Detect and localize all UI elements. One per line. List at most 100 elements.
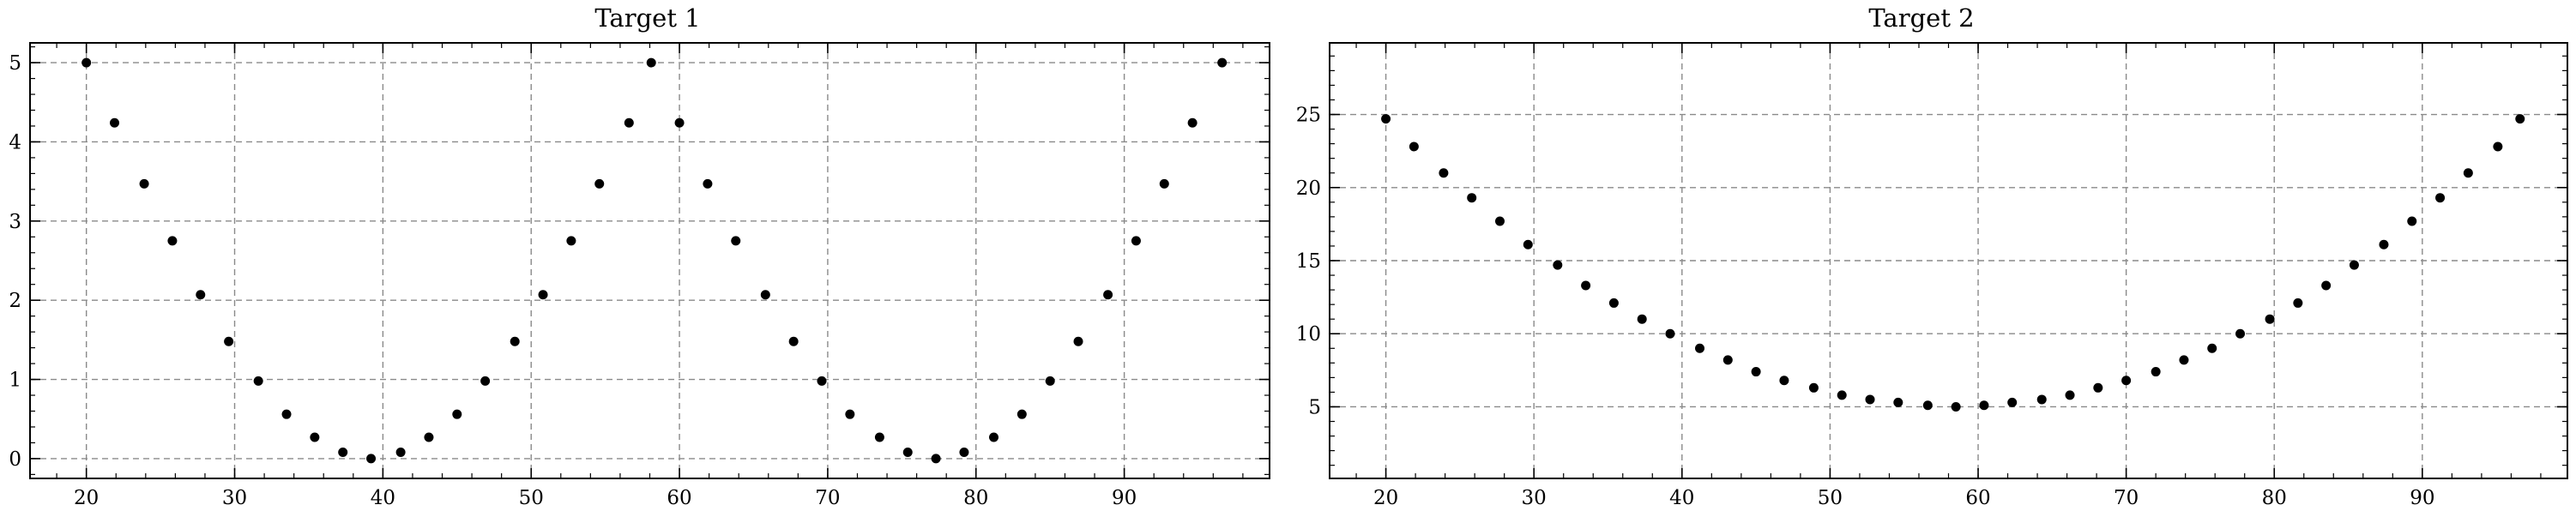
data-point [1893,397,1903,407]
data-point [2379,239,2389,249]
data-point [2093,382,2103,393]
x-tick-label: 30 [222,487,247,509]
x-tick-label: 80 [2262,487,2287,509]
x-tick-label: 40 [1669,487,1694,509]
data-point [1722,355,1733,365]
x-tick-label: 80 [963,487,988,509]
y-tick-label: 25 [1296,105,1321,127]
data-point [139,178,149,189]
data-point [1553,260,1563,270]
axes-frame [29,42,1270,479]
data-point [110,117,120,128]
data-point [1217,57,1228,68]
data-point [196,290,206,300]
data-point [1467,193,1477,203]
chart-panel-target-2: Target 2 20 30 40 50 60 70 80 90 5 10 15 20 25 [1296,3,2568,509]
data-point [2515,114,2525,124]
data-point [2349,260,2359,270]
x-tick-label: 20 [74,487,99,509]
data-point [2121,376,2132,386]
data-point [2265,314,2275,324]
chart-title: Target 1 [594,3,700,33]
x-tick-label: 20 [1373,487,1398,509]
data-point [674,117,685,128]
data-point [566,236,576,246]
data-point [959,448,969,458]
data-point [224,336,234,346]
data-point [395,448,406,458]
data-point [1637,314,1647,324]
x-tick-label: 40 [371,487,395,509]
data-point [424,432,434,442]
data-point [167,236,178,246]
data-point [1581,280,1591,291]
data-point [1865,394,1875,405]
data-point [1779,376,1789,386]
data-point [760,290,770,300]
data-point [366,454,377,464]
data-point [1808,382,1819,393]
data-point [1409,141,1419,152]
x-tick-label: 60 [1965,487,1990,509]
data-point [2321,280,2332,291]
data-point [788,336,799,346]
chart-title: Target 2 [1868,3,1974,33]
data-point [452,409,462,419]
data-point [1017,409,1027,419]
data-point [2207,343,2217,353]
y-tick-label: 5 [9,52,21,75]
data-point [81,57,92,68]
data-point [253,376,263,386]
data-point [1159,178,1169,189]
y-tick-label: 5 [1308,396,1321,418]
data-point [703,178,713,189]
data-point [1045,376,1055,386]
data-point [1187,117,1198,128]
data-point [2151,367,2161,377]
data-point [281,409,292,419]
data-point [931,454,941,464]
data-point [1695,343,1705,353]
data-point [538,290,548,300]
x-tick-label: 70 [2114,487,2139,509]
chart-panel-target-1: Target 1 20 30 40 50 60 70 80 90 0 1 2 3 4 5 [9,3,1270,509]
data-point [2036,394,2047,405]
y-tick-label: 4 [9,131,21,153]
data-point [1751,367,1761,377]
data-point [1608,298,1619,308]
data-point [1922,400,1933,411]
data-point [624,117,634,128]
y-tick-label: 20 [1296,177,1321,200]
y-tick-label: 2 [9,290,21,312]
x-tick-label: 50 [1818,487,1843,509]
data-point [845,409,855,419]
data-point [646,57,656,68]
data-point [480,376,491,386]
data-point [2065,390,2075,400]
x-tick-label: 90 [2410,487,2434,509]
data-point [338,448,348,458]
y-tick-label: 3 [9,211,21,233]
data-point [1131,236,1141,246]
y-tick-label: 0 [9,448,21,471]
data-point [731,236,741,246]
x-tick-label: 90 [1112,487,1137,509]
x-tick-label: 50 [519,487,544,509]
x-tick-label: 70 [815,487,840,509]
data-point [2493,141,2503,152]
data-point [510,336,520,346]
data-point [2407,216,2417,226]
y-tick-label: 15 [1296,250,1321,273]
data-point [817,376,827,386]
data-point [2293,298,2303,308]
data-point [1439,168,1449,178]
data-point [989,432,999,442]
data-point [310,432,320,442]
data-point [902,448,913,458]
x-tick-label: 60 [667,487,691,509]
data-point [594,178,605,189]
data-point [2007,397,2018,407]
data-point [1494,216,1505,226]
y-tick-label: 10 [1296,323,1321,346]
